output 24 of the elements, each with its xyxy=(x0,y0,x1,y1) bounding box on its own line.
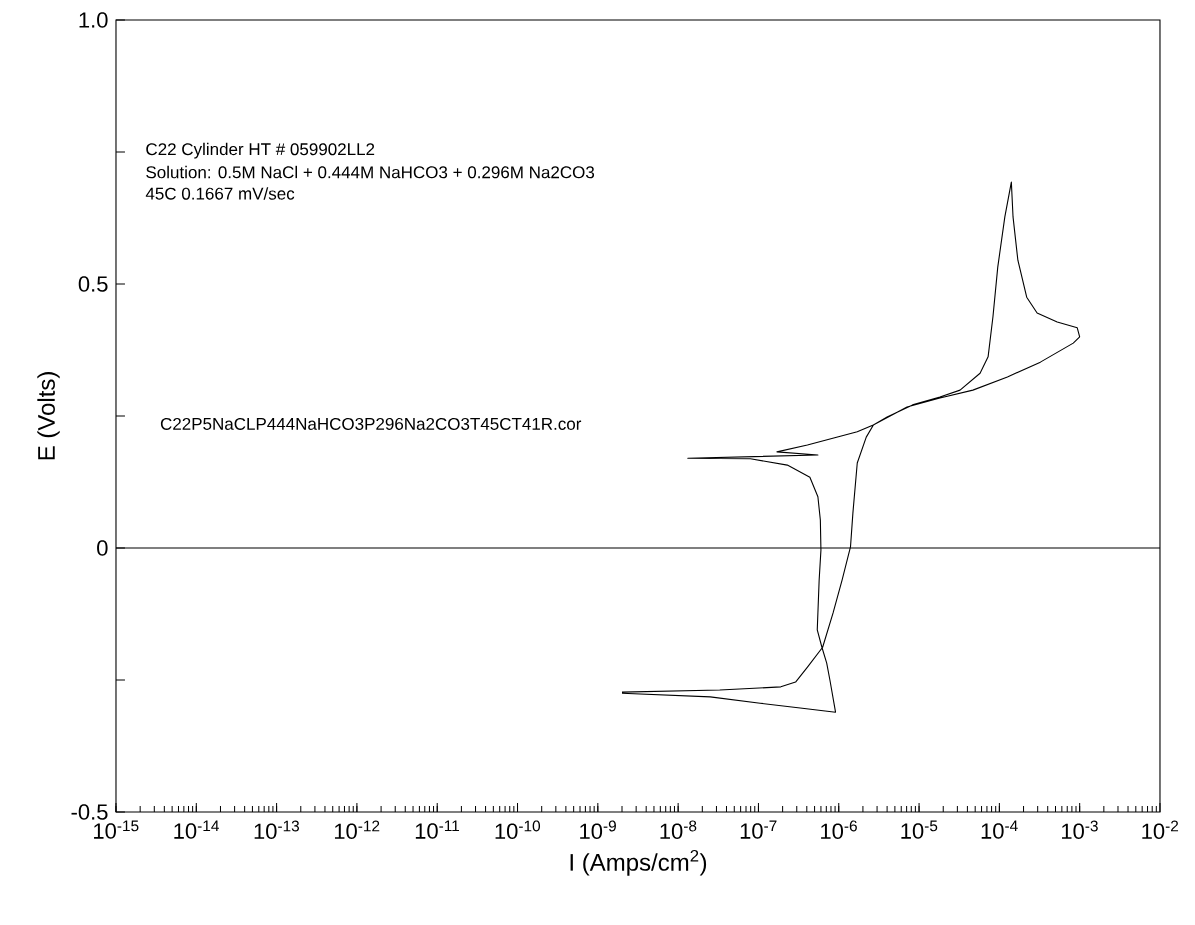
x-tick-label: 10$^{-5}$ xyxy=(901,820,938,839)
y-tick-label: 0 xyxy=(97,540,108,556)
y-tick-label: -0.5 xyxy=(71,804,108,820)
x-tick-label: 10$^{-12}$ xyxy=(334,820,380,840)
x-tick-label: 10$^{-13}$ xyxy=(254,820,300,840)
x-tick-label: 10$^{-15}$ xyxy=(94,820,139,839)
annotation: C22P5NaCLP444NaHCO3P296Na2CO3T45CT41R.cor xyxy=(160,417,582,430)
x-tick-label: 10$^{-7}$ xyxy=(740,820,777,839)
x-tick-label: 10$^{-10}$ xyxy=(495,820,541,840)
x-axis-title: I (Amps/cm$^{2}$) xyxy=(570,849,707,876)
y-tick-label: 1.0 xyxy=(79,12,108,28)
x-tick-label: 10$^{-8}$ xyxy=(660,820,697,840)
annotation: Solution: 0.5M NaCl + 0.444M NaHCO3 + 0.296M Na2CO3 xyxy=(146,165,595,179)
x-tick-label: 10$^{-11}$ xyxy=(415,820,459,839)
x-tick-label: 10$^{-6}$ xyxy=(821,820,857,840)
x-tick-label: 10$^{-14}$ xyxy=(174,820,219,839)
x-tick-label: 10$^{-4}$ xyxy=(981,820,1018,839)
annotation: 45C 0.1667 mV/sec xyxy=(145,187,295,200)
x-tick-label: 10$^{-3}$ xyxy=(1062,820,1098,840)
y-axis-title: E (Volts) xyxy=(37,372,60,460)
x-tick-label: 10$^{-2}$ xyxy=(1142,820,1179,840)
x-tick-label: 10$^{-9}$ xyxy=(580,820,616,840)
y-tick-label: 0.5 xyxy=(78,276,108,292)
annotation: C22 Cylinder HT # 059902LL2 xyxy=(146,142,375,159)
